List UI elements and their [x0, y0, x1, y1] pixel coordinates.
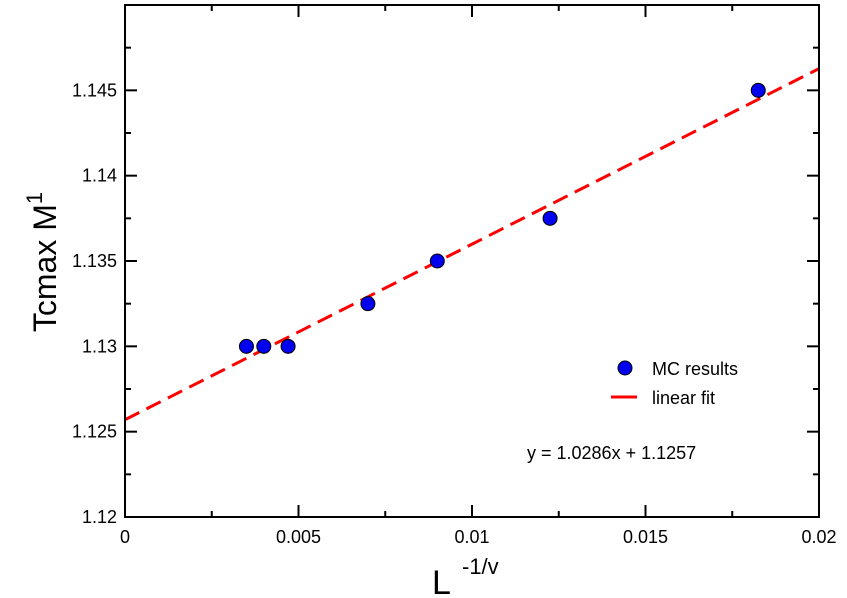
- y-tick-label: 1.12: [82, 507, 117, 527]
- data-point: [238, 338, 254, 354]
- legend-marker-mc-results: [617, 360, 633, 376]
- y-tick-label: 1.125: [72, 422, 117, 442]
- y-tick-label: 1.14: [82, 166, 117, 186]
- data-point: [750, 82, 766, 98]
- y-axis-title: Tcmax M1: [22, 192, 63, 332]
- x-tick-label: 0.015: [623, 527, 668, 547]
- x-axis-title-main: L: [432, 564, 451, 598]
- x-tick-label: 0.005: [276, 527, 321, 547]
- y-tick-label: 1.135: [72, 251, 117, 271]
- points-layer: [238, 82, 766, 354]
- fit-equation-annotation: y = 1.0286x + 1.1257: [527, 443, 696, 463]
- data-point: [542, 210, 558, 226]
- ticks-layer: 0 0.005 0.01 0.015 0.02 1.12 1.125 1.13 1.135 1.1…: [72, 5, 837, 547]
- svg-text:Tcmax M1: Tcmax M1: [22, 192, 63, 332]
- x-tick-label: 0.01: [454, 527, 489, 547]
- data-point: [256, 338, 272, 354]
- y-tick-label: 1.145: [72, 80, 117, 100]
- data-point: [280, 338, 296, 354]
- y-axis-title-superscript: 1: [22, 192, 47, 204]
- y-axis-title-main: Tcmax M: [27, 204, 63, 332]
- plot-frame: [124, 4, 820, 518]
- y-tick-label: 1.13: [82, 336, 117, 356]
- fit-layer: [124, 67, 820, 422]
- x-tick-label: 0.02: [801, 527, 836, 547]
- data-point: [429, 253, 445, 269]
- x-axis-title: L -1/v: [432, 554, 499, 598]
- legend-label-mc-results: MC results: [652, 359, 738, 379]
- data-point: [360, 296, 376, 312]
- x-axis-title-superscript: -1/v: [462, 554, 499, 579]
- legend-label-linear-fit: linear fit: [652, 388, 715, 408]
- linear-fit-line: [124, 67, 820, 422]
- x-tick-label: 0: [120, 527, 130, 547]
- legend: MC results linear fit: [611, 359, 738, 408]
